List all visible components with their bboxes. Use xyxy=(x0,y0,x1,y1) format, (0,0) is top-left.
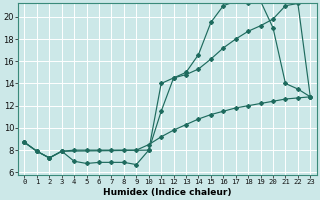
X-axis label: Humidex (Indice chaleur): Humidex (Indice chaleur) xyxy=(103,188,232,197)
